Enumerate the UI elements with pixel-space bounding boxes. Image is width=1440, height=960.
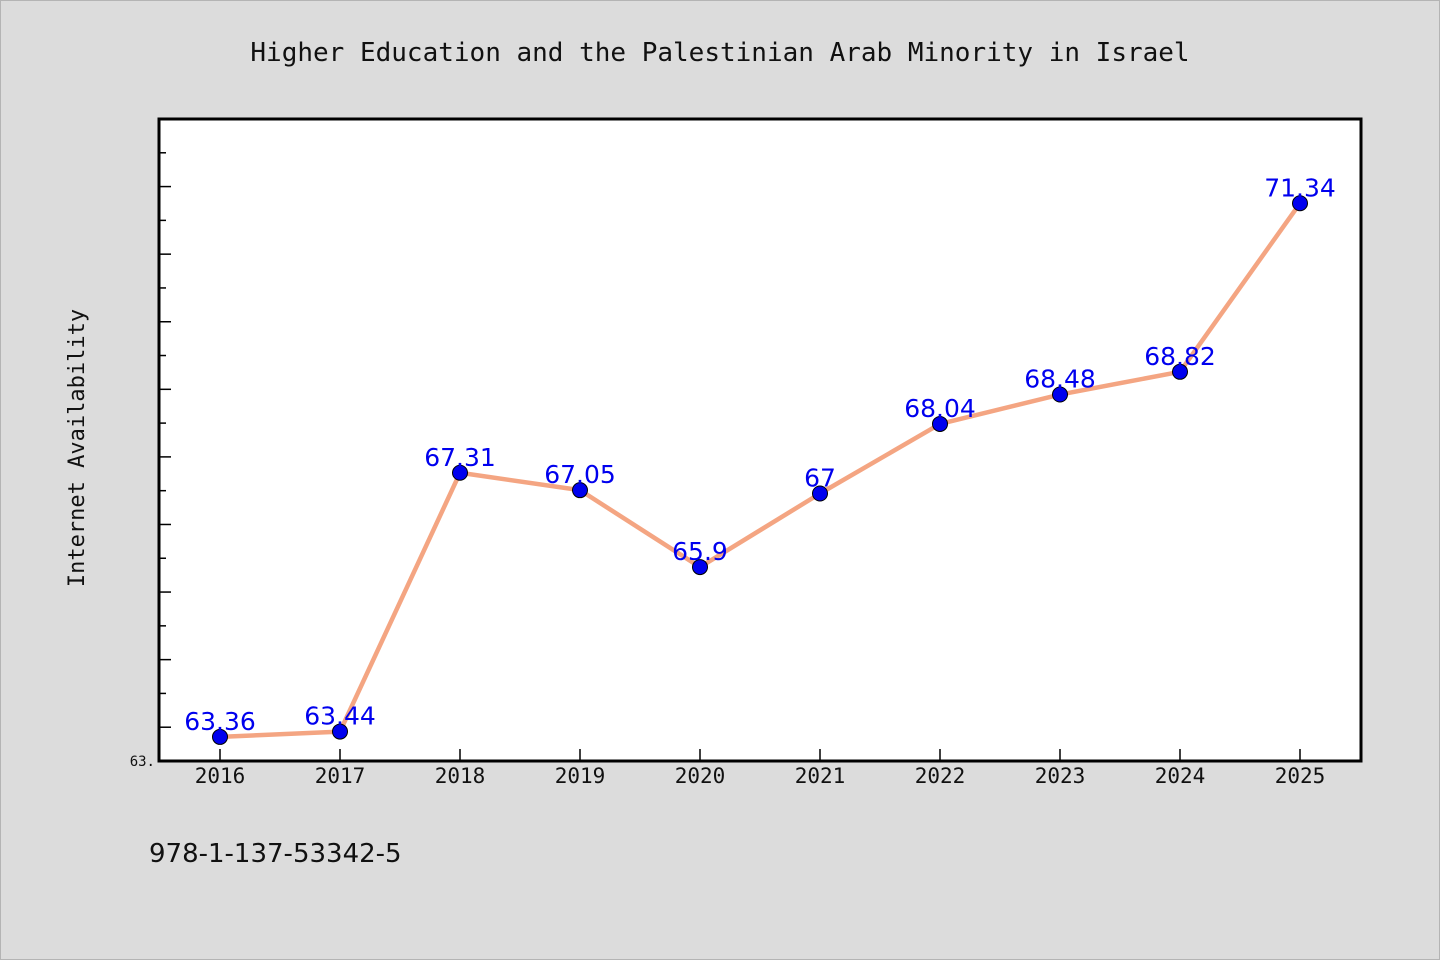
data-point bbox=[932, 415, 948, 432]
data-point bbox=[1052, 386, 1068, 403]
data-label: 67 bbox=[804, 464, 836, 493]
data-point bbox=[692, 559, 708, 576]
data-point bbox=[332, 723, 348, 740]
plot-area bbox=[157, 117, 1363, 763]
series-line bbox=[219, 201, 1302, 740]
data-label: 67.31 bbox=[424, 443, 496, 472]
x-axis-ticks: 2016 2017 2018 2019 2020 2021 2022 2023 2024 2025 bbox=[195, 749, 1326, 788]
data-point bbox=[572, 482, 588, 499]
x-tick-label: 2019 bbox=[555, 764, 606, 788]
x-tick-label: 2024 bbox=[1155, 764, 1206, 788]
x-tick-label: 2017 bbox=[315, 764, 366, 788]
data-label: 67.05 bbox=[544, 460, 616, 489]
data-point bbox=[452, 464, 468, 481]
data-label: 68.82 bbox=[1144, 342, 1216, 371]
data-label: 65.9 bbox=[672, 537, 728, 566]
x-tick-label: 2020 bbox=[675, 764, 726, 788]
chart-title: Higher Education and the Palestinian Ara… bbox=[250, 38, 1189, 68]
data-label: 68.04 bbox=[904, 394, 976, 423]
x-tick-label: 2023 bbox=[1035, 764, 1086, 788]
data-label: 68.48 bbox=[1024, 365, 1096, 394]
data-point bbox=[1292, 195, 1308, 212]
y-axis-min-label: 63. bbox=[130, 754, 155, 770]
y-axis-ticks bbox=[159, 118, 171, 762]
data-point bbox=[812, 485, 828, 502]
data-label: 63.36 bbox=[184, 707, 256, 736]
y-axis-label: Internet Availability bbox=[65, 309, 90, 587]
series-layer: 63.36 63.44 67.31 67.05 65.9 67 68.04 68.48 68.8… bbox=[184, 173, 1336, 745]
x-tick-label: 2021 bbox=[795, 764, 846, 788]
isbn-footer: 978-1-137-53342-5 bbox=[149, 839, 402, 869]
data-point bbox=[212, 728, 228, 745]
x-tick-label: 2025 bbox=[1275, 764, 1326, 788]
data-label: 63.44 bbox=[304, 702, 376, 731]
x-tick-label: 2022 bbox=[915, 764, 966, 788]
x-tick-label: 2018 bbox=[435, 764, 486, 788]
data-point bbox=[1172, 363, 1188, 380]
x-tick-label: 2016 bbox=[195, 764, 246, 788]
data-label: 71.34 bbox=[1264, 173, 1336, 202]
